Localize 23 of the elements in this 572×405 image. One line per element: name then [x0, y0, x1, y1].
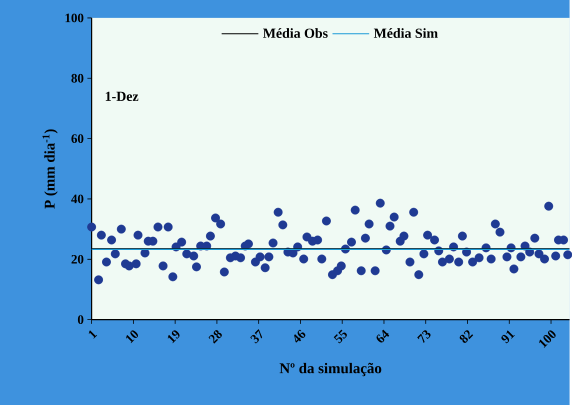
x-tick-label: 28 [208, 330, 222, 344]
legend-label: Média Obs [263, 28, 328, 38]
x-tick-label: 91 [501, 330, 515, 344]
x-tick-label: 19 [168, 330, 180, 344]
y-tick-label: 80 [71, 74, 84, 82]
x-tick-label: 10 [126, 330, 138, 344]
legend-label: Média Sim [374, 28, 438, 38]
x-tick-label: 1 [88, 330, 98, 339]
y-axis-title: P (mm dia$^{-1}$) [42, 129, 58, 209]
x-tick-label: 37 [250, 328, 262, 344]
x-tick-label: 64 [376, 329, 390, 342]
x-tick-label: 46 [294, 330, 306, 343]
x-tick-label: 55 [334, 329, 347, 344]
x-tick-label: 73 [417, 330, 431, 343]
x-tick-label: 82 [460, 330, 474, 343]
y-tick-label: 0 [78, 315, 84, 324]
y-tick-label: 100 [66, 13, 84, 22]
y-tick-label: 40 [71, 194, 84, 204]
x-tick-label: 100 [539, 330, 556, 348]
annotation: 1-Dez [106, 92, 138, 101]
y-tick-label: 20 [72, 254, 84, 264]
x-axis-title: Nº da simulação [280, 362, 382, 376]
y-tick-label: 60 [71, 134, 84, 143]
